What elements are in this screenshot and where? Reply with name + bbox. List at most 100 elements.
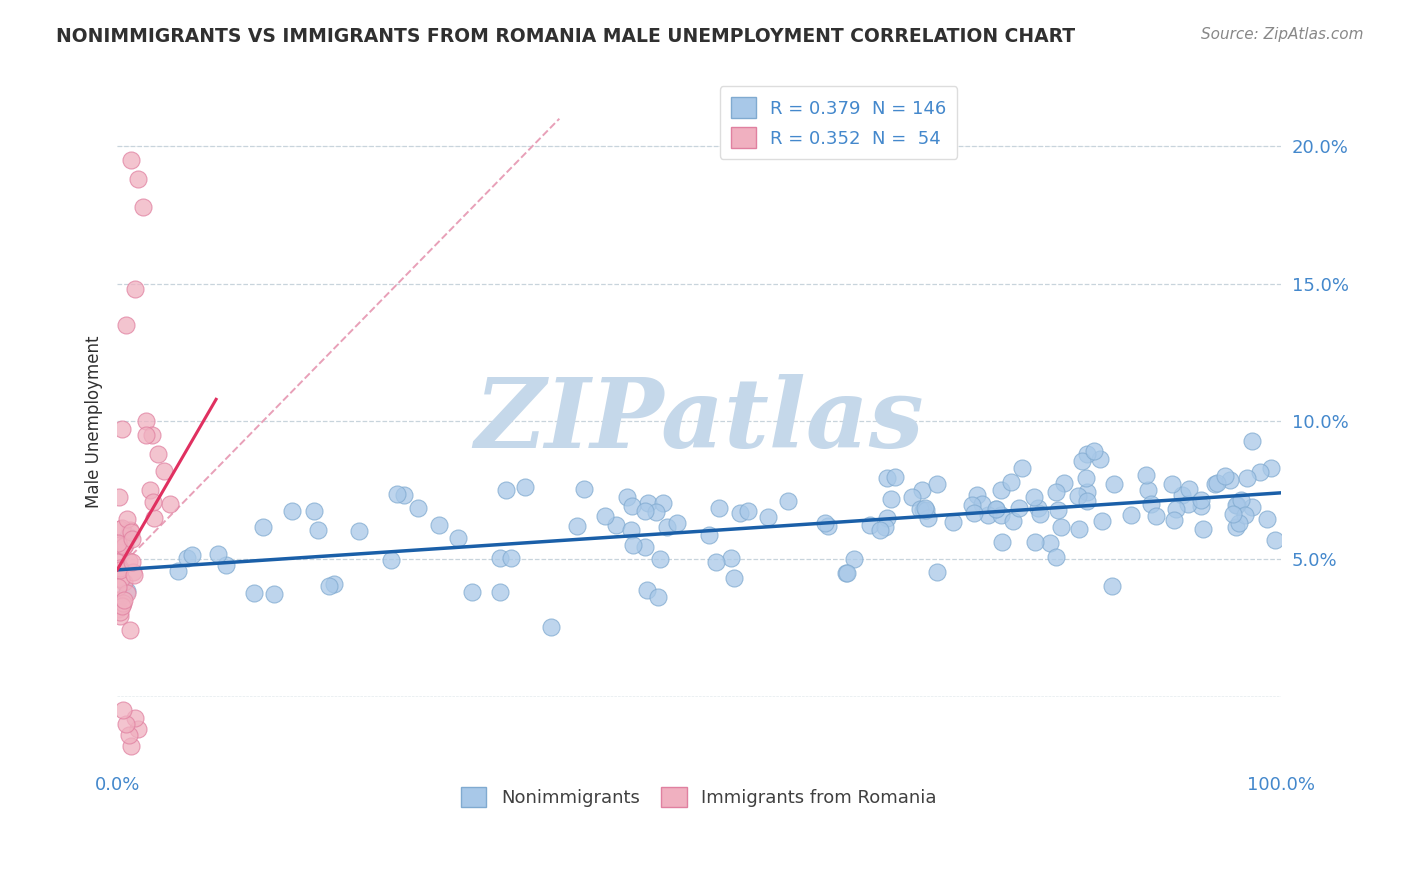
Point [127, 172, 149, 186]
Point [657, 519, 679, 533]
Point [908, 501, 931, 516]
Point [110, 572, 132, 586]
Point [647, 591, 669, 605]
Point [869, 523, 891, 537]
Point [307, 523, 329, 537]
Point [1076, 447, 1098, 461]
Point [207, 547, 229, 561]
Point [120, 524, 142, 539]
Point [347, 524, 370, 539]
Point [859, 517, 882, 532]
Point [1178, 482, 1201, 496]
Point [302, 504, 325, 518]
Point [1050, 520, 1073, 534]
Point [1029, 507, 1052, 521]
Point [737, 504, 759, 518]
Point [565, 519, 588, 533]
Point [1240, 500, 1263, 515]
Point [1067, 489, 1090, 503]
Point [572, 482, 595, 496]
Point [665, 516, 688, 531]
Point [1045, 484, 1067, 499]
Point [108, 563, 131, 577]
Point [108, 563, 131, 577]
Point [616, 490, 638, 504]
Point [132, 200, 155, 214]
Point [115, 717, 138, 731]
Point [1225, 498, 1247, 512]
Point [159, 497, 181, 511]
Point [1204, 476, 1226, 491]
Point [1189, 493, 1212, 508]
Point [620, 523, 643, 537]
Point [837, 566, 859, 581]
Point [111, 422, 134, 436]
Point [499, 550, 522, 565]
Point [111, 521, 134, 535]
Point [108, 522, 131, 536]
Point [120, 624, 142, 638]
Point [110, 598, 132, 612]
Point [114, 538, 136, 552]
Point [242, 586, 264, 600]
Point [127, 723, 149, 737]
Point [406, 500, 429, 515]
Point [842, 551, 865, 566]
Point [1189, 500, 1212, 514]
Text: NONIMMIGRANTS VS IMMIGRANTS FROM ROMANIA MALE UNEMPLOYMENT CORRELATION CHART: NONIMMIGRANTS VS IMMIGRANTS FROM ROMANIA… [56, 27, 1076, 45]
Point [1256, 512, 1278, 526]
Point [111, 599, 134, 614]
Point [181, 548, 204, 562]
Point [215, 558, 238, 572]
Point [990, 534, 1012, 549]
Point [962, 498, 984, 512]
Point [917, 511, 939, 525]
Point [1161, 477, 1184, 491]
Point [1222, 508, 1244, 522]
Point [884, 469, 907, 483]
Point [977, 508, 1000, 522]
Point [461, 584, 484, 599]
Point [984, 502, 1007, 516]
Point [1144, 508, 1167, 523]
Point [1260, 461, 1282, 475]
Point [115, 318, 138, 332]
Point [108, 490, 131, 504]
Point [495, 483, 517, 497]
Point [1136, 483, 1159, 498]
Point [111, 703, 134, 717]
Point [107, 592, 129, 607]
Point [707, 500, 730, 515]
Point [986, 501, 1008, 516]
Point [139, 483, 162, 497]
Point [263, 586, 285, 600]
Point [728, 506, 751, 520]
Point [652, 496, 675, 510]
Point [912, 503, 935, 517]
Point [633, 504, 655, 518]
Point [120, 739, 142, 753]
Point [1249, 465, 1271, 479]
Point [621, 499, 644, 513]
Point [925, 566, 948, 580]
Point [120, 153, 142, 167]
Point [1264, 533, 1286, 548]
Point [124, 282, 146, 296]
Point [723, 572, 745, 586]
Point [1236, 470, 1258, 484]
Point [121, 555, 143, 569]
Point [1067, 522, 1090, 536]
Point [318, 579, 340, 593]
Point [1024, 535, 1046, 549]
Point [117, 529, 139, 543]
Point [1164, 502, 1187, 516]
Point [990, 483, 1012, 498]
Point [167, 564, 190, 578]
Point [915, 503, 938, 517]
Point [972, 497, 994, 511]
Point [1119, 508, 1142, 523]
Point [118, 524, 141, 538]
Point [1101, 579, 1123, 593]
Point [540, 620, 562, 634]
Point [720, 551, 742, 566]
